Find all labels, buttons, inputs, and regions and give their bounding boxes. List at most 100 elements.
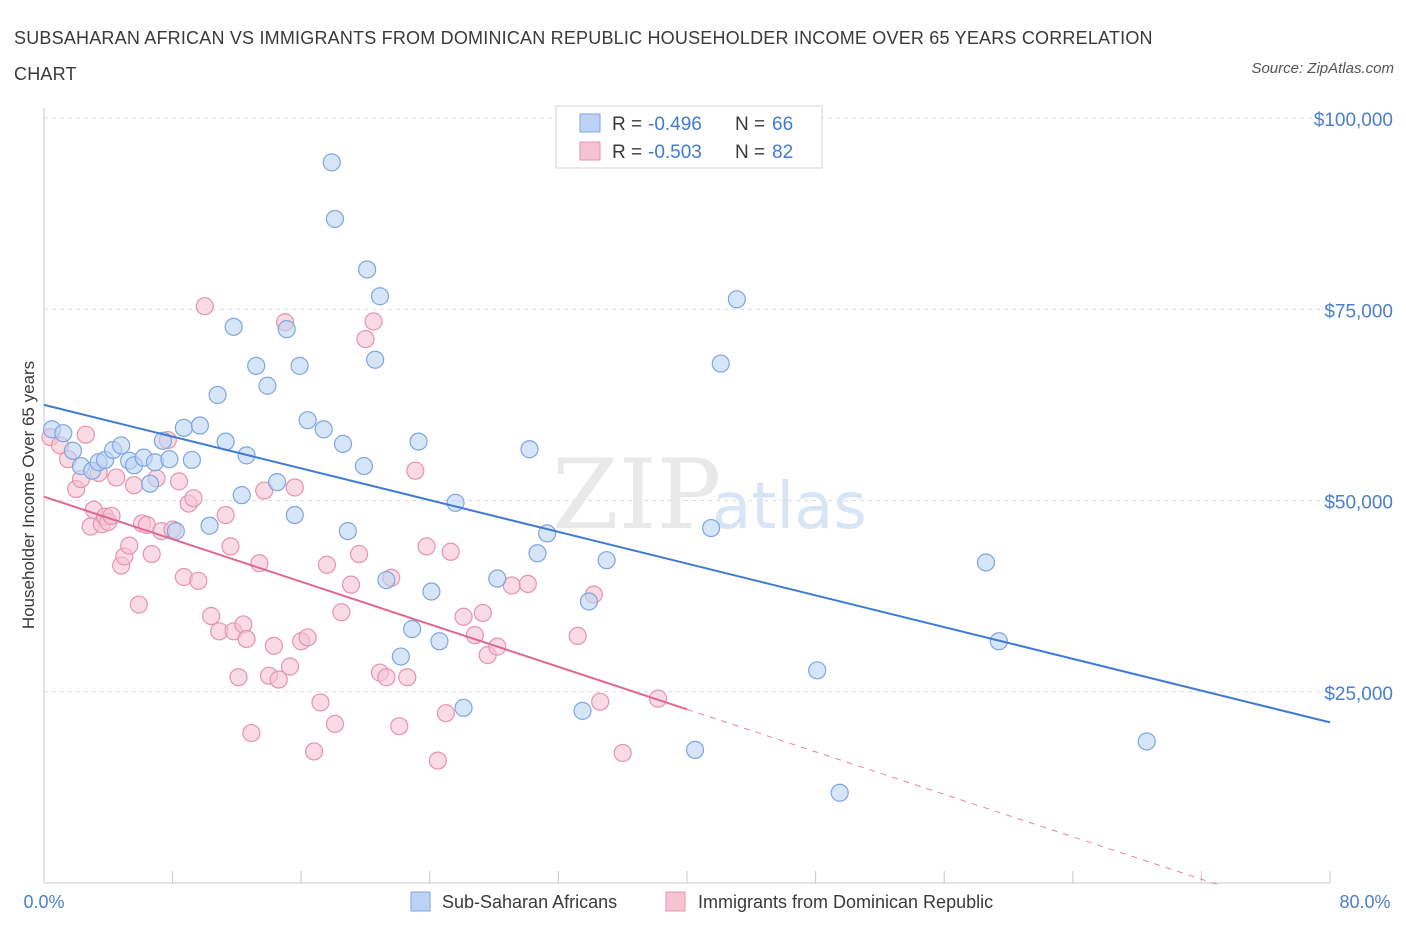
subsaharan-point-8 [112,436,131,455]
subsaharan-point-34 [322,153,341,172]
dominican-point-5 [76,425,95,444]
subsaharan-point-58 [702,518,721,538]
subsaharan-point-49 [454,698,473,717]
subsaharan-point-54 [573,701,592,720]
dominican-point-34 [216,505,235,525]
dominican-point-26 [169,472,189,491]
dominican-point-67 [428,751,447,770]
dominican-point-77 [568,626,587,646]
subsaharan-point-1 [54,424,73,443]
subsaharan-point-51 [520,440,539,459]
subsaharan-point-23 [224,317,243,336]
dominican-point-51 [304,742,324,761]
subsaharan-point-52 [528,544,547,563]
trend-line-subsaharan [43,403,1331,724]
subsaharan-point-32 [298,411,317,430]
chart-title: SUBSAHARAN AFRICAN VS IMMIGRANTS FROM DO… [14,28,1153,84]
dominican-point-55 [332,603,351,622]
dominican-point-64 [398,668,417,687]
subsaharan-point-35 [325,209,345,229]
watermark: ZIP atlas [552,439,867,551]
gridlines [44,117,1330,693]
dominican-point-30 [189,571,208,590]
subsaharan-point-30 [285,505,304,525]
watermark-atlas: atlas [712,470,867,544]
subsaharan-point-45 [409,432,428,451]
subsaharan-point-27 [258,376,277,395]
subsaharan-point-12 [140,474,160,493]
dominican-point-79 [591,692,610,711]
dominican-point-48 [285,478,304,497]
dominican-point-13 [107,468,126,487]
y-axis-label: Householder Income Over 65 years [19,361,38,629]
dominican-point-56 [341,575,361,594]
legend-n-value-1: 66 [772,114,793,135]
subsaharan-point-18 [182,450,201,470]
subsaharan-point-39 [358,260,377,279]
dominican-point-68 [436,704,455,723]
dominican-point-76 [518,574,537,593]
dominican-point-44 [264,636,283,655]
subsaharan-point-40 [366,350,385,369]
subsaharan-point-57 [685,740,705,759]
series-dominican-points [41,297,668,770]
y-tick-label-1: $75,000 [1324,301,1393,322]
subsaharan-point-42 [377,570,396,590]
dominican-point-69 [441,542,460,561]
bottom-legend-label-blue: Sub-Saharan Africans [442,892,617,912]
legend-r-value-2: -0.503 [648,142,702,163]
dominican-point-81 [648,689,668,708]
legend-n-label-2: N = [735,142,765,163]
dominican-point-53 [317,555,337,574]
subsaharan-point-41 [370,287,390,306]
subsaharan-point-46 [422,582,441,601]
dominican-point-45 [269,670,288,689]
dominican-point-39 [237,629,256,649]
dominican-point-17 [124,476,144,495]
dominican-point-63 [390,717,409,736]
dominican-point-50 [298,628,317,647]
subsaharan-point-16 [166,521,185,541]
trend-line-dominican-extension [686,708,1218,886]
legend-swatch-blue [579,113,601,133]
legend-n-label-1: N = [735,114,765,135]
legend-r-value-1: -0.496 [648,114,702,135]
subsaharan-point-55 [579,592,599,611]
x-ticks [43,871,1331,883]
dominican-point-42 [255,481,274,500]
y-tick-labels: $100,000 $75,000 $50,000 $25,000 [1314,110,1393,705]
legend-r-label-2: R = [612,142,642,163]
legend-r-label-1: R = [612,114,642,135]
subsaharan-point-17 [174,418,193,437]
subsaharan-point-43 [391,647,410,666]
dominican-point-57 [349,544,369,564]
dominican-point-32 [202,606,221,626]
subsaharan-point-15 [160,450,179,469]
subsaharan-point-60 [727,290,746,309]
x-tick-label-max: 80.0% [1339,892,1390,912]
dominican-point-65 [406,461,425,480]
subsaharan-point-50 [488,569,507,588]
subsaharan-point-31 [290,356,309,375]
dominican-point-21 [142,544,161,564]
series-legend: Sub-Saharan Africans Immigrants from Dom… [410,891,993,912]
subsaharan-point-47 [430,632,449,651]
source-label: Source: ZipAtlas.com [1251,60,1394,77]
subsaharan-point-59 [711,354,730,373]
dominican-point-47 [280,657,300,676]
trend-lines [43,403,1331,886]
subsaharan-point-63 [976,553,996,572]
subsaharan-point-56 [597,551,616,570]
subsaharan-point-2 [63,441,83,460]
dominican-point-40 [242,723,261,743]
dominican-point-72 [473,603,492,623]
bottom-legend-label-pink: Immigrants from Dominican Republic [698,892,993,912]
dominican-point-29 [184,489,203,508]
y-tick-label-2: $50,000 [1324,493,1393,514]
subsaharan-point-20 [200,516,219,535]
subsaharan-point-33 [314,420,333,439]
subsaharan-point-61 [808,661,827,680]
subsaharan-point-44 [403,619,422,639]
subsaharan-point-65 [1137,732,1156,751]
